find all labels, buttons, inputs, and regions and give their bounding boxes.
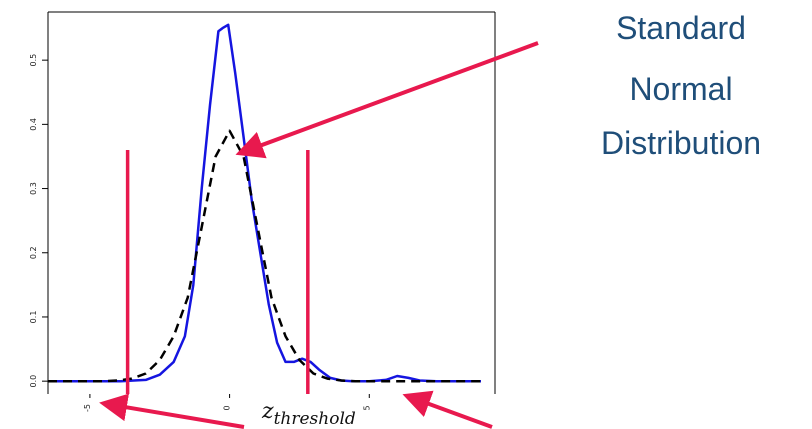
plot-frame [47, 11, 496, 394]
y-tick-label: 0.1 [29, 311, 38, 324]
threshold-label-main: z [261, 399, 274, 424]
x-tick-label: 0 [223, 405, 232, 410]
threshold-label: zthreshold [261, 399, 356, 429]
y-tick-label: 0.3 [29, 182, 38, 195]
y-tick-label: 0.2 [29, 246, 38, 259]
threshold-label-subscript: threshold [274, 409, 356, 429]
annotation-line-3: Distribution [601, 125, 761, 161]
annotation-arrows [99, 41, 539, 429]
standard-normal-curve [48, 129, 481, 383]
annotation-line-2: Normal [629, 71, 732, 107]
y-axis-ticks: 0.0 0.1 0.2 0.3 0.4 0.5 [29, 54, 48, 388]
x-axis-ticks: -5 0 5 [83, 394, 371, 412]
observed-density-curve [48, 23, 481, 383]
annotation-line-1: Standard [616, 10, 746, 46]
arrow-to-left-tick [99, 393, 245, 429]
y-tick-label: 0.4 [29, 118, 38, 131]
x-tick-label: 5 [362, 405, 371, 410]
threshold-lines [125, 150, 310, 394]
series-layer [48, 23, 481, 383]
x-tick-label: -5 [83, 404, 92, 412]
y-tick-label: 0.5 [29, 54, 38, 67]
arrow-to-right-tick [402, 390, 493, 429]
y-tick-label: 0.0 [29, 375, 38, 388]
arrow-to-normal-curve [235, 41, 539, 159]
curve-annotation: Standard Normal Distribution [601, 10, 761, 161]
